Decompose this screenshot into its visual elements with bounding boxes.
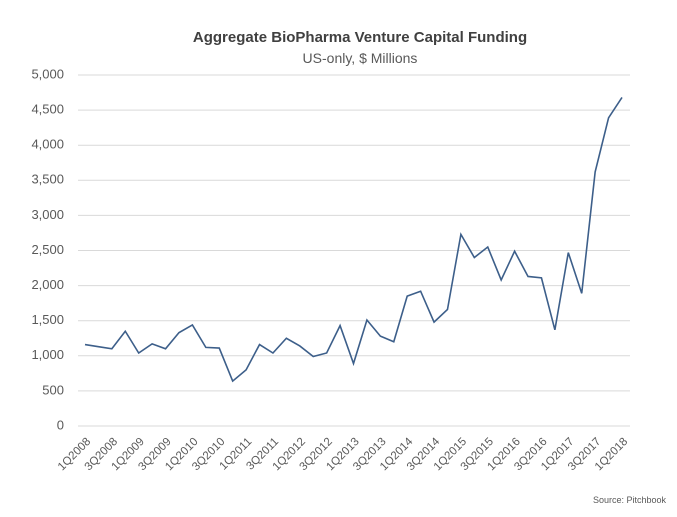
chart-title: Aggregate BioPharma Venture Capital Fund… [193, 29, 527, 46]
y-tick-label: 5,000 [31, 66, 64, 81]
y-tick-label: 2,500 [31, 242, 64, 257]
source-note: Source: Pitchbook [593, 495, 667, 505]
y-tick-label: 3,500 [31, 172, 64, 187]
chart-subtitle: US-only, $ Millions [303, 50, 418, 66]
y-tick-label: 4,500 [31, 102, 64, 117]
y-tick-label: 4,000 [31, 137, 64, 152]
y-tick-label: 500 [42, 382, 64, 397]
y-tick-label: 3,000 [31, 207, 64, 222]
y-tick-label: 2,000 [31, 277, 64, 292]
y-tick-label: 0 [57, 417, 64, 432]
data-line [84, 97, 623, 383]
y-tick-label: 1,500 [31, 312, 64, 327]
y-tick-label: 1,000 [31, 347, 64, 362]
